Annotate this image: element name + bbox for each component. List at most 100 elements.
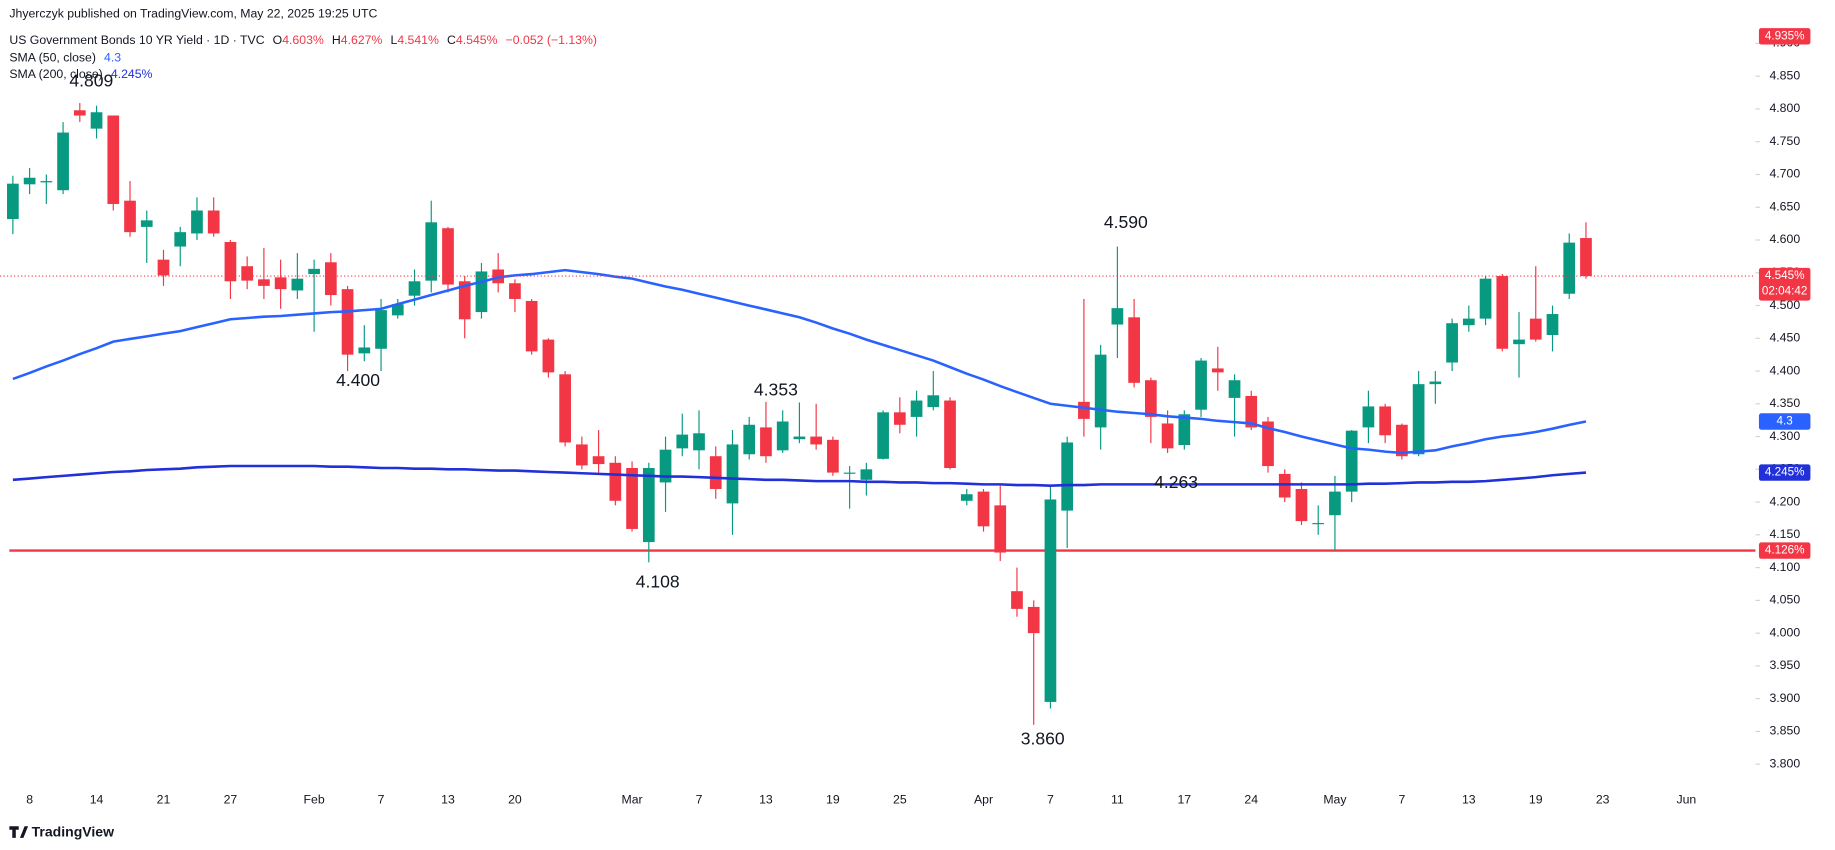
candle-body: [726, 444, 739, 504]
candle-body: [559, 374, 571, 443]
x-tick-label: 21: [157, 793, 171, 807]
y-tick-label: 4.000: [1769, 625, 1800, 639]
candle-body: [743, 424, 756, 455]
y-tick-label: 3.950: [1769, 658, 1800, 672]
candle-body: [1446, 323, 1458, 363]
candle-body: [827, 439, 839, 473]
candle-body: [760, 427, 772, 457]
candle-body: [1262, 421, 1274, 467]
ohlc-value: 4.541%: [397, 33, 439, 47]
ohlc-key: H: [332, 33, 341, 47]
candle-body: [843, 472, 856, 474]
price-tag: [1758, 413, 1811, 430]
candle-body: [1245, 395, 1258, 428]
x-tick-label: May: [1323, 793, 1347, 807]
sma-line: [12, 268, 1587, 455]
annotation: 4.590: [1104, 212, 1148, 232]
candle-body: [107, 115, 120, 204]
price-tag-label: 4.545%: [1765, 269, 1805, 282]
candle-body: [425, 222, 438, 281]
candle-body: [1329, 491, 1341, 516]
candle-body: [944, 400, 956, 469]
candle-body: [927, 395, 940, 408]
x-tick-label: 24: [1244, 793, 1258, 807]
price-tag: [1758, 542, 1811, 559]
candle-body: [1429, 381, 1442, 385]
candle-body: [73, 110, 86, 116]
candle-body: [877, 412, 889, 459]
candle-body: [324, 262, 337, 296]
x-tick-label: 7: [1398, 793, 1405, 807]
legend-entry: SMA (200, close) 4.245%: [9, 67, 152, 81]
candle-body: [1228, 380, 1241, 398]
annotation: 4.400: [336, 370, 380, 390]
candle-body: [375, 310, 387, 349]
y-tick-label: 3.850: [1769, 724, 1800, 738]
candle-body: [475, 271, 488, 313]
y-tick-label: 4.800: [1769, 101, 1800, 115]
candle-body: [676, 434, 689, 449]
candle-body: [1161, 423, 1174, 449]
x-tick-label: 14: [90, 793, 104, 807]
legend-value: 4.3: [104, 51, 121, 65]
candle-body: [1379, 406, 1391, 436]
legend-name: SMA (200, close): [9, 67, 102, 81]
x-tick-label: 8: [26, 793, 33, 807]
candle-body: [1345, 430, 1358, 492]
candle-body: [1145, 380, 1157, 417]
x-tick-label: 13: [759, 793, 773, 807]
candle-body: [90, 112, 103, 129]
candle-body: [274, 277, 287, 290]
candle-body: [1044, 499, 1057, 702]
x-tick-label: 7: [1047, 793, 1054, 807]
candle-body: [525, 300, 538, 352]
candle-body: [124, 200, 136, 233]
candle-body: [308, 268, 320, 275]
candle-body: [860, 469, 873, 480]
x-tick-label: 13: [1462, 793, 1476, 807]
candle-body: [626, 468, 638, 529]
legend-name: SMA (50, close): [9, 51, 96, 65]
candle-body: [1396, 424, 1408, 457]
candle-body: [1128, 317, 1140, 383]
candle-body: [1278, 473, 1291, 498]
candle-body: [241, 266, 254, 281]
candle-body: [1462, 318, 1475, 326]
candle-body: [1011, 591, 1023, 609]
candle-body: [509, 283, 521, 299]
x-tick-label: Jun: [1676, 793, 1696, 807]
symbol-legend: US Government Bonds 10 YR Yield · 1D · T…: [9, 33, 597, 47]
candle-body: [893, 412, 906, 425]
y-tick-label: 4.850: [1769, 68, 1800, 82]
y-tick-label: 4.400: [1769, 363, 1800, 377]
x-tick-label: Apr: [974, 793, 993, 807]
candle-body: [542, 339, 555, 373]
candle-body: [341, 289, 354, 355]
candle-body: [1362, 406, 1375, 428]
y-tick-label: 4.600: [1769, 232, 1800, 246]
candle-body: [693, 433, 705, 451]
candle-body: [960, 494, 973, 501]
x-tick-label: Feb: [304, 793, 325, 807]
candle-body: [1513, 339, 1525, 345]
logo-icon: [9, 826, 29, 838]
y-tick-label: 4.050: [1769, 593, 1800, 607]
candle-body: [291, 278, 304, 291]
y-tick-label: 4.100: [1769, 560, 1800, 574]
candle-body: [258, 279, 270, 286]
candle-body: [191, 210, 203, 234]
candle-body: [1295, 488, 1308, 522]
ohlc-value: 4.545%: [456, 33, 498, 47]
candle-body: [576, 444, 588, 466]
y-tick-label: 4.350: [1769, 396, 1800, 410]
candle-body: [592, 456, 605, 465]
candle-body: [994, 505, 1007, 553]
footer-brand: TradingView: [32, 823, 114, 839]
candle-body: [1078, 401, 1090, 419]
x-tick-label: 13: [441, 793, 455, 807]
y-tick-label: 3.800: [1769, 756, 1800, 770]
candle-body: [391, 304, 404, 316]
candle-body: [609, 462, 622, 501]
price-tag-label: 4.126%: [1765, 544, 1805, 557]
